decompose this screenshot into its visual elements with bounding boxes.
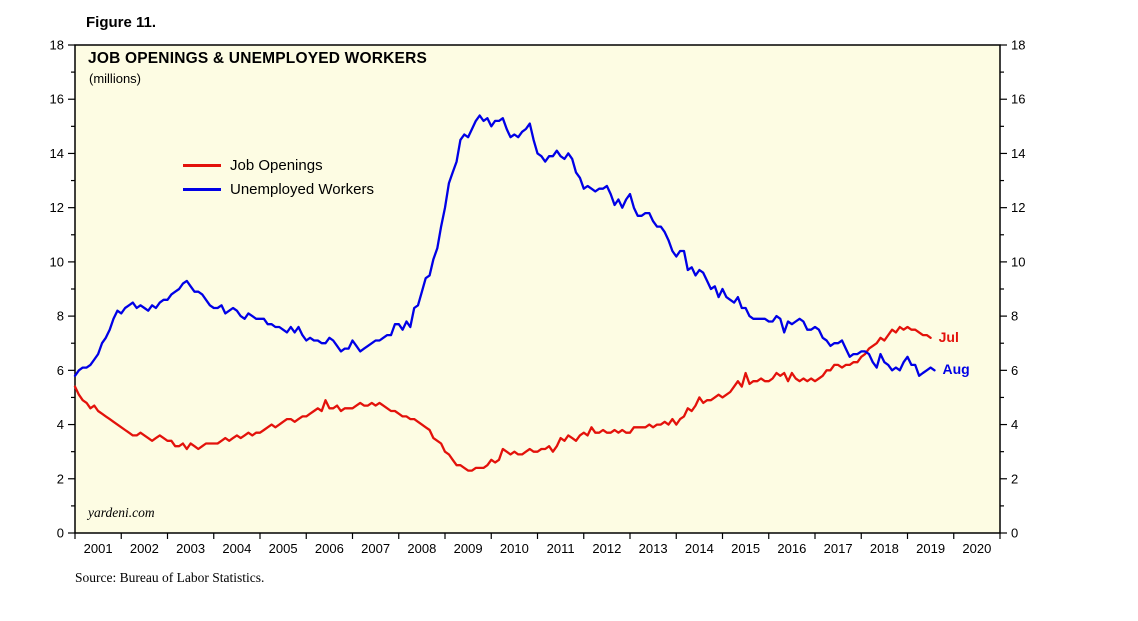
y-axis-left-tick-label: 14	[50, 146, 64, 161]
x-axis-tick-label: 2017	[824, 541, 853, 556]
legend-label-unemployed-workers: Unemployed Workers	[230, 180, 374, 198]
series-line-unemployed-workers	[73, 114, 936, 377]
y-axis-right-tick-label: 8	[1011, 309, 1018, 324]
y-axis-right-tick-label: 6	[1011, 363, 1018, 378]
x-axis-tick-label: 2016	[777, 541, 806, 556]
y-axis-right-tick-label: 10	[1011, 254, 1025, 269]
x-axis-tick-label: 2003	[176, 541, 205, 556]
series-line-job-openings	[73, 325, 932, 472]
x-axis-tick-label: 2019	[916, 541, 945, 556]
chart-title: JOB OPENINGS & UNEMPLOYED WORKERS	[88, 50, 428, 67]
y-axis-left-tick-label: 16	[50, 92, 64, 107]
x-axis-tick-label: 2005	[269, 541, 298, 556]
y-axis-left-tick-label: 4	[57, 417, 64, 432]
y-axis-right-tick-label: 4	[1011, 417, 1018, 432]
legend-item-unemployed-workers: Unemployed Workers	[183, 177, 374, 201]
x-axis-tick-label: 2020	[962, 541, 991, 556]
x-axis-tick-label: 2002	[130, 541, 159, 556]
x-axis-tick-label: 2007	[361, 541, 390, 556]
x-axis-tick-label: 2010	[500, 541, 529, 556]
plot-area	[74, 44, 1001, 534]
chart-subtitle: (millions)	[89, 71, 141, 86]
x-axis-tick-label: 2012	[592, 541, 621, 556]
x-axis-tick-label: 2006	[315, 541, 344, 556]
x-axis-tick-label: 2018	[870, 541, 899, 556]
y-axis-left-tick-label: 18	[50, 38, 64, 53]
y-axis-left-tick-label: 10	[50, 254, 64, 269]
x-axis-tick-label: 2009	[454, 541, 483, 556]
legend-item-job-openings: Job Openings	[183, 153, 374, 177]
x-axis-tick-label: 2013	[639, 541, 668, 556]
y-axis-left-tick-label: 0	[57, 526, 64, 541]
x-axis-tick-label: 2011	[547, 541, 575, 556]
y-axis-left-tick-label: 8	[57, 309, 64, 324]
y-axis-right-tick-label: 12	[1011, 200, 1025, 215]
y-axis-right-tick-label: 0	[1011, 526, 1018, 541]
y-axis-right-tick-label: 14	[1011, 146, 1025, 161]
x-axis-tick-label: 2014	[685, 541, 714, 556]
source-note: Source: Bureau of Labor Statistics.	[75, 570, 265, 585]
x-axis-tick-label: 2001	[84, 541, 113, 556]
y-axis-left-tick-label: 2	[57, 471, 64, 486]
legend: Job Openings Unemployed Workers	[183, 153, 374, 201]
y-axis-left-tick-label: 12	[50, 200, 64, 215]
legend-label-job-openings: Job Openings	[230, 156, 323, 174]
x-axis-tick-label: 2015	[731, 541, 760, 556]
x-axis-tick-label: 2004	[222, 541, 251, 556]
watermark: yardeni.com	[88, 505, 155, 520]
x-axis-tick-label: 2008	[407, 541, 436, 556]
y-axis-right-tick-label: 2	[1011, 471, 1018, 486]
unemployed-workers-line-swatch	[183, 187, 221, 191]
end-label-jul: Jul	[938, 328, 959, 345]
y-axis-right-tick-label: 16	[1011, 92, 1025, 107]
figure-label: Figure 11.	[86, 14, 157, 31]
y-axis-right-tick-label: 18	[1011, 38, 1025, 53]
end-label-aug: Aug	[942, 361, 970, 378]
job-openings-line-swatch	[183, 163, 221, 167]
y-axis-left-tick-label: 6	[57, 363, 64, 378]
